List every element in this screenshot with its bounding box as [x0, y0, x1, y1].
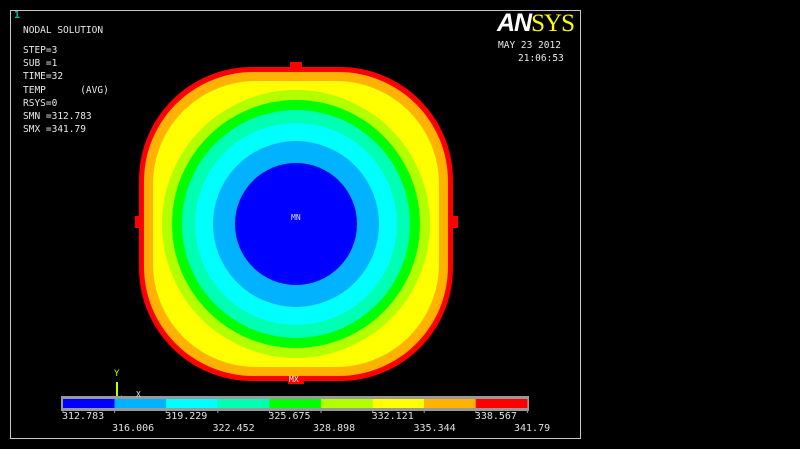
info-line: SMN =312.783	[23, 111, 92, 122]
contour-band-0	[235, 163, 357, 285]
legend-label: 325.675	[268, 411, 311, 422]
info-line: SMX =341.79	[23, 124, 86, 136]
ansys-logo: ANSYS	[497, 9, 575, 37]
legend-swatch	[269, 399, 321, 408]
legend-swatch	[475, 399, 528, 408]
legend-swatch	[217, 399, 270, 408]
legend-label: 322.452	[212, 423, 255, 434]
min-marker: MN	[291, 213, 301, 222]
legend-label: 319.229	[165, 411, 208, 422]
axis-y-label: Y	[114, 369, 120, 379]
plot-title: NODAL SOLUTION	[23, 25, 104, 36]
plot-frame	[10, 10, 581, 439]
contour-bump	[290, 62, 302, 70]
info-line: TIME=32	[23, 71, 64, 83]
window-number: 1	[14, 10, 21, 21]
axis-triad	[116, 382, 123, 399]
legend-label: 341.79	[514, 423, 551, 434]
info-line: STEP=3	[23, 45, 58, 56]
legend-label: 332.121	[371, 411, 414, 422]
legend-label: 335.344	[413, 423, 456, 434]
contour-bump	[450, 216, 458, 228]
legend-swatch	[114, 399, 167, 408]
time-label: 21:06:53	[518, 53, 564, 64]
legend-label: 328.898	[313, 423, 356, 434]
legend-swatch	[63, 399, 115, 408]
info-line: SUB =1	[23, 58, 58, 70]
info-line: TEMP (AVG)	[23, 84, 109, 96]
legend-swatch	[166, 399, 218, 408]
legend-swatch	[372, 399, 425, 408]
legend-label: 312.783	[62, 411, 105, 422]
legend-swatch	[321, 399, 373, 408]
max-marker: MX	[289, 375, 299, 384]
info-line: RSYS=0	[23, 97, 58, 109]
date-label: MAY 23 2012	[498, 40, 561, 51]
legend-label: 338.567	[474, 411, 517, 422]
legend-swatch	[424, 399, 476, 408]
legend-label: 316.006	[112, 423, 155, 434]
axis-x-label: X	[136, 390, 141, 399]
